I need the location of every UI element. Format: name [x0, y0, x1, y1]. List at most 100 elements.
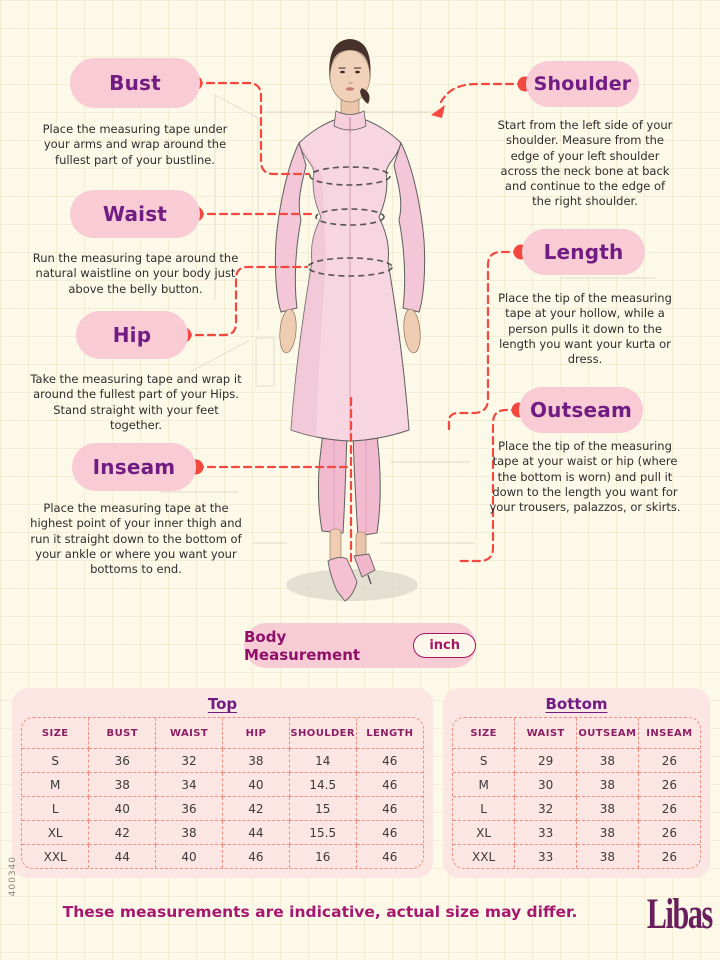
table-cell: 40 — [88, 796, 157, 822]
table-cell: 46 — [355, 747, 423, 774]
table-cell: 46 — [221, 844, 290, 868]
table-cell: 40 — [155, 844, 223, 868]
table-cell: 46 — [355, 772, 423, 798]
column-header: INSEAM — [637, 718, 700, 749]
length-description: Place the tip of the measuring tape at y… — [498, 291, 672, 367]
table-row: L 32 38 26 — [453, 796, 700, 822]
outseam-label-pill: Outseam — [519, 387, 643, 433]
table-cell: 34 — [155, 772, 223, 798]
hip-label-pill: Hip — [76, 311, 188, 359]
column-header: WAIST — [514, 718, 577, 749]
column-header: HIP — [221, 718, 290, 749]
unit-inch-badge[interactable]: inch — [413, 633, 476, 658]
top-size-table-wrap: SIZE BUST WAIST HIP SHOULDER LENGTH S 36 32 38 14 4… — [21, 717, 424, 869]
table-cell: 15 — [288, 796, 357, 822]
table-cell: 44 — [221, 820, 290, 846]
table-cell: 40 — [221, 772, 290, 798]
table-cell: 46 — [355, 820, 423, 846]
table-cell: 44 — [88, 844, 157, 868]
waist-label-pill: Waist — [70, 190, 200, 238]
table-cell: 38 — [576, 772, 639, 798]
callout-connectors — [182, 81, 527, 568]
bust-label-pill: Bust — [70, 58, 200, 108]
inseam-description: Place the measuring tape at the highest … — [30, 501, 242, 577]
column-header: SIZE — [22, 718, 90, 749]
table-cell: S — [453, 747, 516, 774]
table-cell: 26 — [637, 747, 700, 774]
body-measurement-title: Body Measurement — [244, 627, 361, 664]
brand-logo: Libas — [647, 891, 713, 938]
column-header: WAIST — [155, 718, 223, 749]
table-cell: 30 — [514, 772, 577, 798]
inseam-label-pill: Inseam — [72, 443, 196, 491]
table-cell: 26 — [637, 796, 700, 822]
table-cell: 14.5 — [288, 772, 357, 798]
table-cell: 38 — [576, 820, 639, 846]
top-size-table: SIZE BUST WAIST HIP SHOULDER LENGTH S 36 32 38 14 4… — [22, 718, 423, 868]
table-cell: XXL — [22, 844, 90, 868]
table-cell: 46 — [355, 844, 423, 868]
table-cell: 26 — [637, 844, 700, 868]
body-measurement-pill: Body Measurement inch — [244, 623, 476, 668]
shoulder-connector — [439, 82, 527, 104]
table-cell: 32 — [155, 747, 223, 774]
table-cell: 15.5 — [288, 820, 357, 846]
measurement-ellipses — [307, 166, 393, 277]
table-cell: 33 — [514, 844, 577, 868]
table-cell: 38 — [155, 820, 223, 846]
table-cell: L — [453, 796, 516, 822]
table-cell: XL — [453, 820, 516, 846]
bottom-size-table-wrap: SIZE WAIST OUTSEAM INSEAM S 29 38 26 M 30 38 26 L 32 3… — [452, 717, 701, 869]
table-row: XXL 33 38 26 — [453, 844, 700, 868]
column-header: OUTSEAM — [576, 718, 639, 749]
bust-description: Place the measuring tape under your arms… — [42, 122, 228, 167]
table-cell: L — [22, 796, 90, 822]
table-cell: 29 — [514, 747, 577, 774]
table-cell: 46 — [355, 796, 423, 822]
table-cell: 36 — [155, 796, 223, 822]
table-cell: 32 — [514, 796, 577, 822]
bust-measure-ellipse — [309, 166, 391, 186]
table-cell: 38 — [221, 747, 290, 774]
waist-description: Run the measuring tape around the natura… — [32, 251, 239, 296]
top-table-title: Top — [207, 695, 238, 713]
bottom-size-panel: Bottom SIZE WAIST OUTSEAM INSEAM S 29 38 26 M 30 3… — [443, 688, 710, 878]
shoulder-description: Start from the left side of your shoulde… — [497, 118, 673, 209]
table-cell: 16 — [288, 844, 357, 868]
column-header: SHOULDER — [288, 718, 357, 749]
hip-description: Take the measuring tape and wrap it arou… — [30, 372, 242, 432]
floor-shadow — [286, 569, 418, 601]
bottom-size-table: SIZE WAIST OUTSEAM INSEAM S 29 38 26 M 30 38 26 L 32 3… — [453, 718, 700, 868]
table-cell: 38 — [576, 844, 639, 868]
table-cell: 38 — [576, 747, 639, 774]
table-row: S 36 32 38 14 46 — [22, 747, 423, 774]
table-cell: 14 — [288, 747, 357, 774]
footer-disclaimer: These measurements are indicative, actua… — [62, 903, 578, 921]
column-header: LENGTH — [355, 718, 423, 749]
sku-code: 400340 — [8, 856, 18, 897]
shoulder-label-pill: Shoulder — [526, 61, 639, 107]
table-cell: 26 — [637, 820, 700, 846]
table-cell: 38 — [88, 772, 157, 798]
column-header: BUST — [88, 718, 157, 749]
shoulder-arrowhead — [431, 105, 445, 118]
table-cell: 36 — [88, 747, 157, 774]
table-row: XXL 44 40 46 16 46 — [22, 844, 423, 868]
table-cell: 38 — [576, 796, 639, 822]
table-row: S 29 38 26 — [453, 747, 700, 774]
bottom-table-title: Bottom — [545, 695, 608, 713]
face-features — [338, 67, 361, 91]
table-cell: 42 — [88, 820, 157, 846]
table-row: M 30 38 26 — [453, 772, 700, 798]
hip-measure-ellipse — [307, 257, 393, 277]
table-row: XL 33 38 26 — [453, 820, 700, 846]
table-row: L 40 36 42 15 46 — [22, 796, 423, 822]
fashion-figure — [274, 39, 426, 602]
table-cell: 26 — [637, 772, 700, 798]
column-header: SIZE — [453, 718, 516, 749]
table-row: M 38 34 40 14.5 46 — [22, 772, 423, 798]
table-cell: 33 — [514, 820, 577, 846]
table-cell: XL — [22, 820, 90, 846]
table-cell: XXL — [453, 844, 516, 868]
